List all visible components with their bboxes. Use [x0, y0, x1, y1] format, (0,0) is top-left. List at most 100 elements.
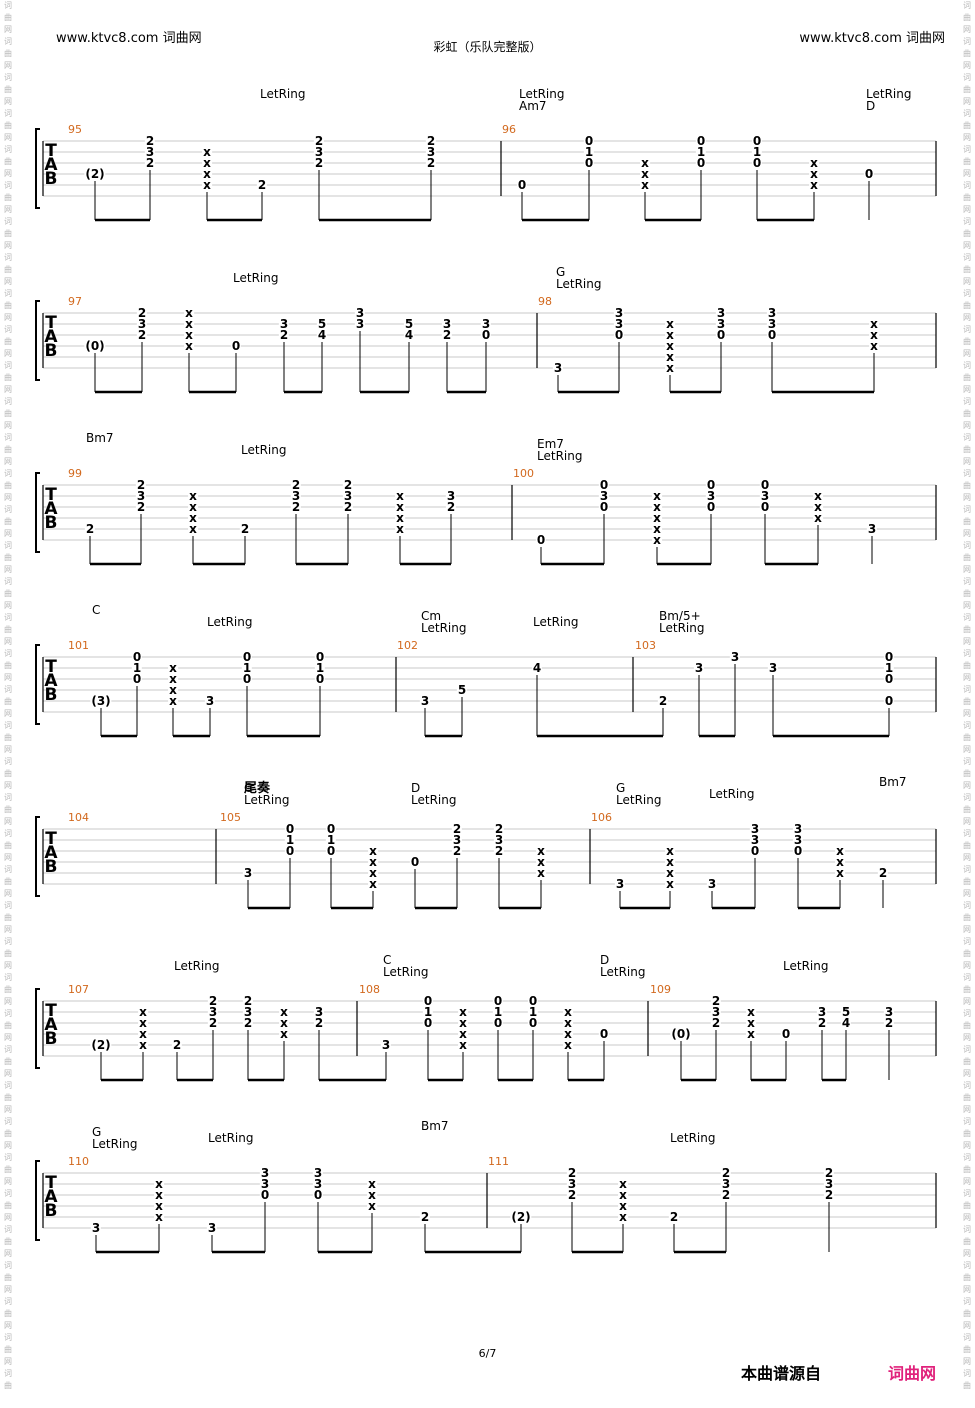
chord-name: G — [92, 1125, 102, 1139]
fret-number: 0 — [325, 822, 337, 836]
fret-number: 2 — [451, 844, 463, 858]
fret-number: 3 — [342, 489, 354, 503]
fret-number: 0 — [516, 178, 528, 192]
fret-number: 3 — [425, 145, 437, 159]
side-watermark-left: 词曲网词曲网词曲网词曲网词曲网词曲网词曲网词曲网词曲网词曲网词曲网词曲网词曲网词… — [4, 1, 12, 1390]
fret-number: 4 — [316, 328, 328, 342]
fret-number: 2 — [493, 822, 505, 836]
fret-number: 0 — [780, 1027, 792, 1041]
muted-string-mark: x — [188, 522, 198, 536]
fret-number: 0 — [230, 339, 242, 353]
muted-string-mark: x — [652, 500, 662, 514]
fret-number: 2 — [313, 1016, 325, 1030]
muted-string-mark: x — [184, 328, 194, 342]
chord-name: Em7 — [537, 437, 564, 451]
muted-string-mark: x — [279, 1027, 289, 1041]
fret-number: 1 — [527, 1005, 539, 1019]
let-ring-marking: LetRing — [670, 1131, 716, 1145]
fret-number: 3 — [613, 306, 625, 320]
fret-number: 0 — [792, 844, 804, 858]
fret-number: 2 — [84, 522, 96, 536]
muted-string-mark: x — [665, 328, 675, 342]
fret-number: 4 — [403, 328, 415, 342]
system-bracket — [35, 472, 40, 553]
fret-number: 3 — [883, 1005, 895, 1019]
muted-string-mark: x — [746, 1005, 756, 1019]
tab-system: T A B 104 105 106 尾奏 C LetRing D LetRing G LetRing Le… — [0, 775, 975, 955]
measure-number: 98 — [538, 295, 552, 308]
header-site-left[interactable]: www.ktvc8.com 词曲网 — [56, 31, 202, 46]
fret-number: 0 — [527, 994, 539, 1008]
fret-number: 2 — [313, 134, 325, 148]
fret-number: 2 — [278, 328, 290, 342]
muted-string-mark: x — [640, 167, 650, 181]
muted-string-mark: x — [395, 522, 405, 536]
fret-number: 0 — [535, 533, 547, 547]
fret-number: 1 — [325, 833, 337, 847]
fret-number: 3 — [354, 317, 366, 331]
fret-number: 0 — [749, 844, 761, 858]
fret-number: 3 — [792, 822, 804, 836]
fret-number: 3 — [242, 1005, 254, 1019]
tab-clef-letter: B — [44, 1029, 58, 1049]
muted-string-mark: x — [154, 1210, 164, 1224]
fret-number: 2 — [720, 1166, 732, 1180]
fret-number: 3 — [207, 1005, 219, 1019]
fret-number: 0 — [131, 650, 143, 664]
fret-number: 3 — [710, 1005, 722, 1019]
muted-string-mark: x — [458, 1016, 468, 1030]
fret-number: 0 — [492, 1016, 504, 1030]
fret-number: 0 — [751, 156, 763, 170]
fret-number: 1 — [131, 661, 143, 675]
fret-number: 5 — [840, 1005, 852, 1019]
fret-number: 2 — [239, 522, 251, 536]
let-ring-marking: LetRing — [556, 277, 602, 291]
fret-number: 2 — [256, 178, 268, 192]
fret-number: (0) — [670, 1027, 692, 1041]
let-ring-marking: LetRing — [533, 615, 579, 629]
header-site-right[interactable]: www.ktvc8.com 词曲网 — [799, 31, 945, 46]
muted-string-mark: x — [563, 1038, 573, 1052]
muted-string-mark: x — [184, 339, 194, 353]
fret-number: (3) — [90, 694, 112, 708]
chord-name: G — [556, 265, 566, 279]
fret-number: 2 — [823, 1166, 835, 1180]
fret-number: 2 — [207, 1016, 219, 1030]
muted-string-mark: x — [869, 328, 879, 342]
section-label: 尾奏 — [244, 781, 271, 796]
fret-number: 0 — [705, 500, 717, 514]
chord-name: C — [244, 781, 253, 795]
fret-number: 2 — [136, 328, 148, 342]
system-bracket — [35, 644, 40, 725]
muted-string-mark: x — [188, 511, 198, 525]
chord-name: Bm7 — [86, 431, 114, 445]
muted-string-mark: x — [395, 489, 405, 503]
fret-number: 2 — [445, 500, 457, 514]
fret-number: 2 — [342, 500, 354, 514]
fret-number: 2 — [441, 328, 453, 342]
tab-clef-letter: A — [44, 499, 58, 519]
muted-string-mark: x — [202, 178, 212, 192]
fret-number: 2 — [207, 994, 219, 1008]
muted-string-mark: x — [368, 866, 378, 880]
muted-string-mark: x — [367, 1199, 377, 1213]
let-ring-marking: LetRing — [241, 443, 287, 457]
fret-number: 2 — [144, 156, 156, 170]
muted-string-mark: x — [154, 1177, 164, 1191]
tab-clef-letter: A — [44, 1187, 58, 1207]
tab-clef-letter: T — [45, 1173, 57, 1193]
tab-clef-letter: A — [44, 843, 58, 863]
muted-string-mark: x — [202, 156, 212, 170]
muted-string-mark: x — [618, 1199, 628, 1213]
muted-string-mark: x — [279, 1016, 289, 1030]
fret-number: 3 — [706, 877, 718, 891]
muted-string-mark: x — [813, 489, 823, 503]
staff-lines — [35, 816, 937, 910]
fret-number: 0 — [759, 478, 771, 492]
tab-clef-letter: T — [45, 829, 57, 849]
measure-number: 96 — [502, 123, 516, 136]
footer-site-link[interactable]: 词曲网 — [888, 1364, 937, 1383]
tab-system: T A B 97 98 LetRing LetRing G (0) 2 3 2 x x x x 0 3 2 5 4 3 3 5… — [0, 265, 975, 439]
fret-number: 2 — [823, 1188, 835, 1202]
